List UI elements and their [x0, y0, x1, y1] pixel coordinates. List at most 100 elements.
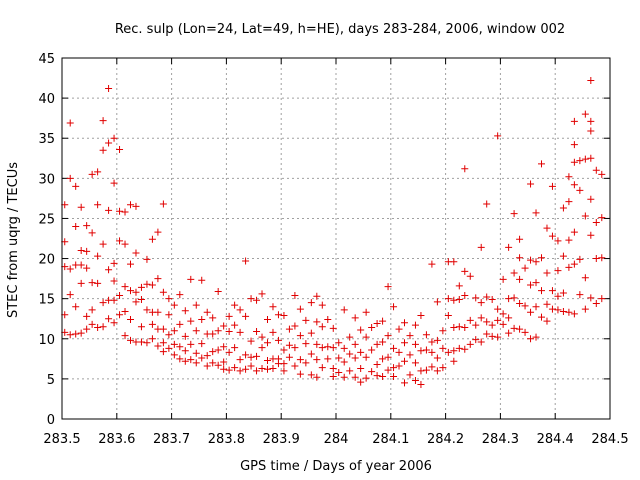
data-point [324, 355, 332, 363]
data-point [187, 275, 195, 283]
data-point [439, 364, 447, 372]
data-point [411, 376, 419, 384]
data-point [302, 340, 310, 348]
data-point [461, 345, 469, 353]
data-point [121, 332, 129, 340]
data-point [258, 344, 266, 352]
data-point [236, 328, 244, 336]
data-point [384, 283, 392, 291]
data-point [110, 134, 118, 142]
data-point [170, 340, 178, 348]
data-point [521, 264, 529, 272]
data-point [88, 170, 96, 178]
data-point [587, 76, 595, 84]
data-point [198, 316, 206, 324]
data-point [192, 359, 200, 367]
data-point [516, 325, 524, 333]
data-point [181, 307, 189, 315]
data-point [143, 255, 151, 263]
data-point [477, 314, 485, 322]
data-point [88, 306, 96, 314]
data-point [543, 224, 551, 232]
data-point [181, 332, 189, 340]
data-point [455, 344, 463, 352]
data-point [99, 299, 107, 307]
y-tick-label: 0 [47, 413, 55, 428]
data-point [461, 165, 469, 173]
data-point [450, 347, 458, 355]
data-point [433, 367, 441, 375]
data-point [264, 365, 271, 373]
data-point [428, 363, 436, 371]
data-point [401, 319, 408, 327]
data-point [83, 264, 91, 272]
data-point [148, 335, 156, 343]
data-point [439, 344, 447, 352]
data-point [346, 367, 354, 375]
data-point [127, 201, 134, 209]
data-point [159, 348, 167, 356]
data-point [88, 279, 96, 287]
data-point [384, 353, 392, 361]
data-point [565, 308, 573, 316]
data-point [176, 343, 184, 351]
data-point [433, 354, 441, 362]
data-point [592, 255, 600, 263]
data-point [587, 231, 595, 239]
data-point [88, 320, 96, 328]
data-point [280, 360, 288, 368]
data-point [209, 348, 217, 356]
data-point [236, 306, 244, 314]
data-point [242, 351, 250, 359]
data-point [401, 379, 408, 387]
data-point [313, 356, 321, 364]
data-point [307, 329, 315, 337]
data-point [132, 202, 140, 210]
data-point [450, 357, 458, 365]
data-point [466, 340, 474, 348]
data-point [181, 347, 189, 355]
data-point [198, 276, 206, 284]
data-point [159, 200, 167, 208]
data-point [127, 260, 134, 268]
data-point [450, 324, 458, 332]
data-point [105, 139, 113, 147]
data-point [110, 277, 118, 285]
data-point [543, 300, 551, 308]
data-point [159, 339, 167, 347]
data-point [274, 311, 282, 319]
data-point [176, 291, 184, 299]
data-point [105, 206, 113, 214]
data-point [559, 252, 567, 260]
data-point [181, 357, 189, 365]
data-point [72, 330, 80, 338]
data-point [384, 332, 392, 340]
data-point [483, 330, 491, 338]
data-point [148, 281, 156, 289]
data-point [340, 344, 348, 352]
data-point [225, 348, 233, 356]
data-point [592, 166, 600, 174]
data-point [132, 249, 140, 257]
data-point [66, 331, 74, 339]
x-tick-label: 284 [324, 432, 349, 447]
data-point [307, 371, 315, 379]
data-point [379, 338, 387, 346]
data-point [598, 254, 606, 262]
data-point [291, 322, 299, 330]
data-point [116, 311, 124, 319]
data-point [187, 317, 195, 325]
data-point [510, 324, 518, 332]
data-point [598, 214, 606, 222]
data-point [154, 275, 162, 283]
data-point [521, 302, 529, 310]
data-point [280, 312, 288, 320]
data-point [494, 333, 502, 341]
data-point [581, 212, 589, 220]
data-point [587, 195, 595, 203]
data-point [159, 288, 167, 296]
data-point [66, 265, 74, 273]
data-point [483, 293, 491, 301]
data-point [455, 295, 463, 303]
y-tick-labels: 0 5 10 15 20 25 30 35 40 45 [38, 52, 55, 428]
